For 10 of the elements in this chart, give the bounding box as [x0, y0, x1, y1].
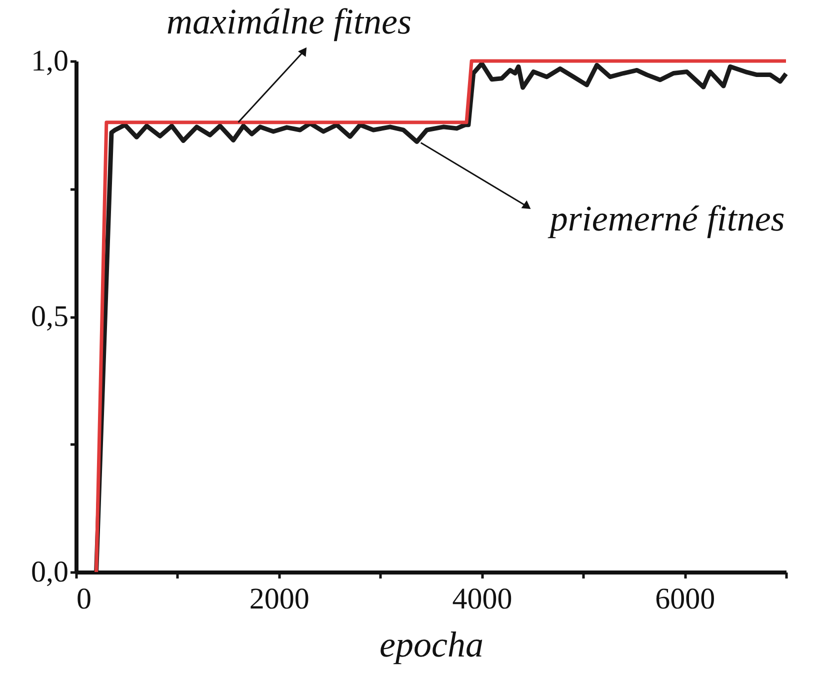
x-tick-label: 6000 — [655, 582, 716, 616]
y-tick-label: 1,0 — [31, 44, 68, 78]
x-tick-label: 4000 — [452, 582, 512, 616]
y-tick-label: 0,5 — [31, 300, 68, 333]
x-axis-title: epocha — [380, 624, 484, 664]
x-tick-label: 0 — [76, 582, 92, 616]
annotation: maximálne fitnes — [166, 2, 412, 42]
annotation: priemerné fitnes — [546, 198, 785, 238]
x-tick-label: 2000 — [249, 582, 310, 616]
y-tick-label: 0,0 — [31, 556, 68, 588]
